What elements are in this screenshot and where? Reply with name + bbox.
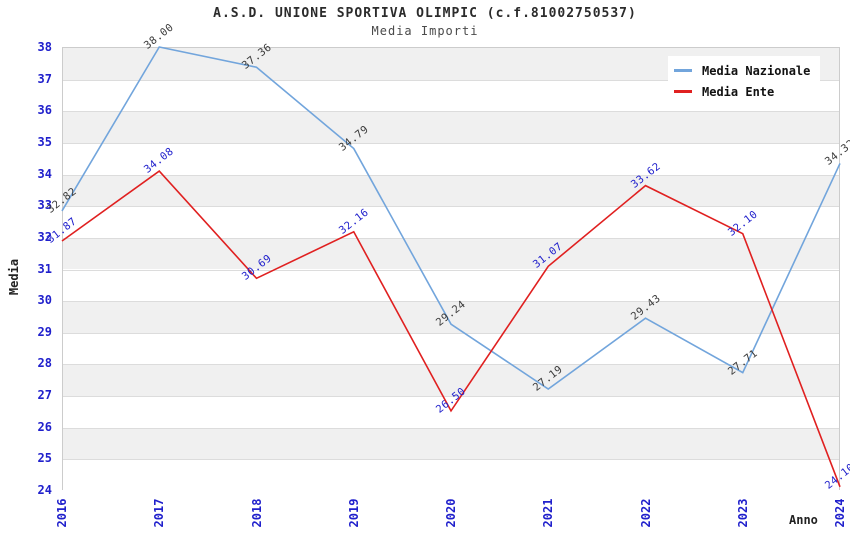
legend-label: Media Ente — [702, 84, 775, 99]
x-axis-label: Anno — [789, 513, 818, 527]
x-tick-label[interactable]: 2019 — [346, 498, 361, 528]
point-label-anchor: 31.07 — [531, 241, 565, 271]
y-tick-label: 29 — [37, 324, 52, 339]
point-label-anchor: 34.32 — [823, 138, 850, 168]
gridline — [63, 364, 839, 366]
point-label-anchor: 38.00 — [142, 21, 176, 51]
y-tick-label: 36 — [37, 103, 52, 118]
gridline — [63, 174, 839, 176]
plot-band — [63, 332, 839, 365]
gridline — [63, 111, 839, 113]
plot-band — [63, 206, 839, 238]
x-tick-label[interactable]: 2016 — [55, 498, 69, 528]
series-line-media-ente[interactable] — [61, 169, 841, 488]
plot-band — [63, 111, 839, 143]
legend-item-media-ente[interactable]: Media Ente — [674, 81, 814, 102]
point-label-anchor: 37.36 — [239, 42, 273, 72]
legend-label: Media Nazionale — [702, 63, 811, 78]
point-label-anchor: 24.10 — [823, 461, 850, 491]
point-label-anchor: 27.19 — [531, 363, 565, 393]
chart-subtitle: Media Importi — [371, 24, 479, 38]
series-lines-layer — [61, 46, 841, 488]
plot-area — [62, 47, 840, 491]
plot-band — [63, 142, 839, 175]
plot-band — [63, 237, 839, 270]
point-label-anchor: 29.43 — [628, 292, 662, 322]
point-label-anchor: 27.71 — [726, 347, 760, 377]
y-tick-label: 25 — [37, 451, 52, 466]
point-label-anchor: 26.50 — [434, 385, 468, 415]
gridline — [63, 237, 839, 239]
y-tick-label: 27 — [37, 388, 52, 403]
gridline — [63, 459, 839, 461]
gridline — [63, 79, 839, 81]
gridline — [63, 269, 839, 271]
series-line-media-nazionale[interactable] — [61, 46, 841, 391]
point-label-anchor: 33.62 — [628, 160, 662, 190]
point-label-anchor: 32.82 — [45, 185, 79, 215]
plot-band — [63, 174, 839, 207]
y-tick-label: 35 — [37, 134, 52, 149]
legend-swatch-blue-line-icon — [674, 69, 692, 72]
gridline — [63, 396, 839, 398]
y-tick-label: 34 — [37, 166, 52, 181]
point-label-anchor: 31.87 — [45, 215, 79, 245]
y-tick-label: 28 — [37, 356, 52, 371]
point-label-anchor: 30.69 — [239, 253, 273, 283]
y-tick-label: 37 — [37, 71, 52, 86]
plot-band — [63, 459, 839, 491]
x-tick-label[interactable]: 2023 — [735, 498, 750, 528]
plot-band — [63, 301, 839, 333]
x-tick-label[interactable]: 2024 — [833, 498, 847, 528]
chart-title: A.S.D. UNIONE SPORTIVA OLIMPIC (c.f.8100… — [213, 6, 637, 21]
gridline — [63, 427, 839, 429]
y-tick-label: 30 — [37, 293, 52, 308]
legend-item-media-nazionale[interactable]: Media Nazionale — [674, 60, 814, 81]
y-tick-label: 31 — [37, 261, 52, 276]
y-tick-label: 33 — [37, 198, 52, 213]
x-tick-label[interactable]: 2020 — [444, 498, 458, 528]
y-tick-label: 32 — [37, 229, 52, 244]
plot-band — [63, 427, 839, 460]
x-tick-label[interactable]: 2022 — [638, 498, 653, 528]
y-tick-label: 26 — [37, 419, 52, 434]
x-tick-label[interactable]: 2018 — [249, 498, 264, 528]
point-label-anchor: 34.79 — [337, 123, 371, 153]
x-tick-label[interactable]: 2017 — [152, 498, 167, 528]
y-tick-label: 24 — [37, 483, 52, 497]
point-label-anchor: 34.08 — [142, 145, 176, 175]
y-tick-label: 38 — [37, 40, 52, 54]
y-axis-label: Media — [7, 258, 21, 296]
gridline — [63, 332, 839, 334]
legend: Media Nazionale Media Ente — [668, 56, 820, 106]
plot-band — [63, 269, 839, 302]
point-label-anchor: 29.24 — [434, 298, 468, 328]
x-tick-label[interactable]: 2021 — [541, 498, 556, 528]
legend-swatch-red-line-icon — [674, 90, 692, 93]
gridline — [63, 206, 839, 208]
gridline — [63, 142, 839, 144]
gridline — [63, 301, 839, 303]
point-label-anchor: 32.10 — [726, 208, 760, 238]
point-label-anchor: 32.16 — [337, 206, 371, 236]
plot-band — [63, 364, 839, 397]
